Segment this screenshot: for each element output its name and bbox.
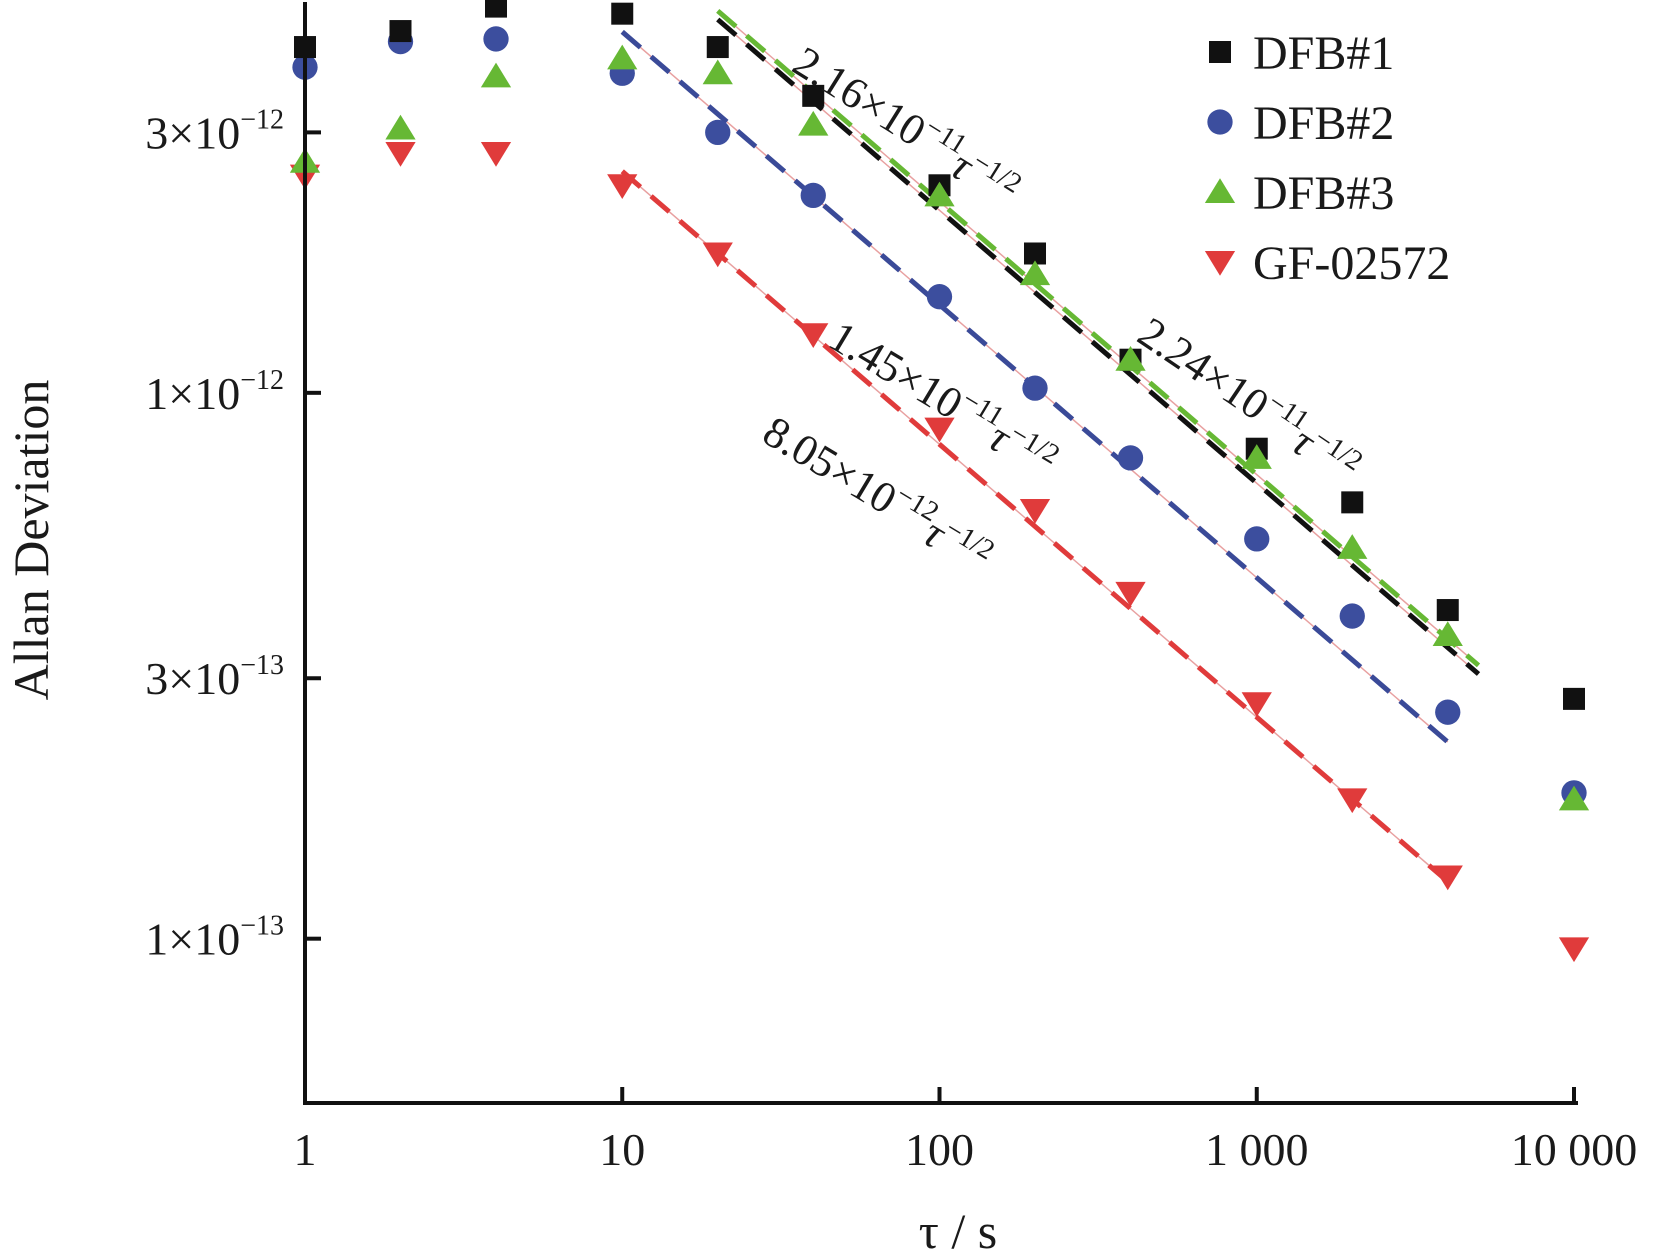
point-dfb-2-4	[705, 119, 731, 146]
point-dfb-3-2	[480, 62, 512, 88]
point-dfb-1-11	[1436, 599, 1459, 622]
point-dfb-2-2	[483, 26, 509, 52]
fit-annotation-8-05: 8.05×10−12τ−1/2	[753, 404, 1002, 584]
point-dfb-2-7	[1022, 375, 1048, 401]
point-gf-02572-6	[924, 417, 955, 443]
legend-label-gf-02572: GF-02572	[1253, 237, 1450, 290]
point-dfb-3-11	[1432, 621, 1463, 647]
point-dfb-1-5	[802, 84, 825, 107]
legend-label-dfb-1: DFB#1	[1253, 27, 1394, 80]
legend-marker-dfb-2	[1207, 109, 1233, 135]
legend-marker-dfb-1	[1209, 41, 1231, 63]
point-dfb-1-4	[706, 36, 729, 59]
point-dfb-2-10	[1339, 603, 1365, 629]
y-tick-label-3em13: 3×10−13	[145, 650, 284, 704]
legend-label-dfb-2: DFB#2	[1253, 97, 1394, 150]
point-dfb-3-10	[1337, 534, 1368, 559]
point-gf-02572-2	[480, 142, 512, 167]
point-gf-02572-7	[1019, 499, 1051, 524]
point-gf-02572-12	[1558, 937, 1590, 963]
fit-line-dfb-1	[716, 17, 1481, 676]
legend-label-dfb-3: DFB#3	[1253, 167, 1394, 220]
tick-labels: 1 10 100 1 000 10 000 1×10−13 3×10−13 1×10−12 3×…	[145, 104, 1637, 1175]
legend: DFB#1 DFB#2 DFB#3 GF-02572	[1204, 27, 1450, 290]
fit-line-gf-02572	[620, 169, 1450, 884]
x-tick-label-1-000: 1 000	[1205, 1124, 1309, 1175]
point-dfb-3-1	[385, 114, 416, 140]
point-gf-02572-11	[1432, 865, 1463, 891]
point-gf-02572-8	[1115, 581, 1146, 607]
point-dfb-3-12	[1558, 785, 1590, 811]
x-tick-label-1: 1	[294, 1124, 317, 1175]
legend-marker-gf-02572	[1204, 251, 1236, 276]
y-tick-label-3em12: 3×10−12	[145, 104, 284, 158]
point-dfb-1-7	[1024, 242, 1047, 265]
point-dfb-2-8	[1117, 445, 1144, 471]
point-gf-02572-9	[1241, 692, 1272, 717]
point-gf-02572-3	[607, 174, 638, 200]
point-dfb-2-11	[1435, 699, 1461, 725]
point-dfb-3-7	[1019, 260, 1051, 286]
point-gf-02572-1	[385, 142, 416, 167]
point-dfb-2-5	[800, 182, 826, 209]
x-tick-label-10: 10	[599, 1124, 645, 1175]
point-dfb-3-4	[702, 59, 733, 85]
point-dfb-1-12	[1563, 687, 1585, 710]
y-axis-title: Allan Deviation	[3, 380, 59, 701]
y-tick-label-1em12: 1×10−12	[145, 365, 284, 419]
point-dfb-2-6	[926, 284, 953, 310]
x-tick-label-100: 100	[905, 1124, 974, 1175]
point-dfb-1-1	[389, 20, 412, 43]
point-gf-02572-4	[702, 242, 733, 268]
x-tick-label-10-000: 10 000	[1511, 1124, 1638, 1175]
point-dfb-3-8	[1115, 345, 1146, 371]
point-dfb-1-2	[485, 0, 508, 18]
point-dfb-3-9	[1241, 444, 1272, 469]
point-dfb-1-3	[611, 2, 634, 25]
y-tick-label-1em13: 1×10−13	[145, 911, 284, 965]
legend-marker-dfb-3	[1204, 178, 1236, 203]
point-gf-02572-5	[798, 323, 829, 349]
point-gf-02572-10	[1337, 788, 1368, 814]
point-dfb-3-5	[798, 110, 829, 136]
point-dfb-1-10	[1341, 491, 1364, 514]
ticks	[303, 130, 1576, 1103]
point-dfb-3-6	[924, 181, 955, 207]
x-axis-title: τ / s	[919, 1203, 997, 1257]
data-points	[289, 0, 1590, 963]
point-dfb-2-9	[1244, 526, 1270, 552]
point-dfb-3-3	[607, 44, 638, 70]
